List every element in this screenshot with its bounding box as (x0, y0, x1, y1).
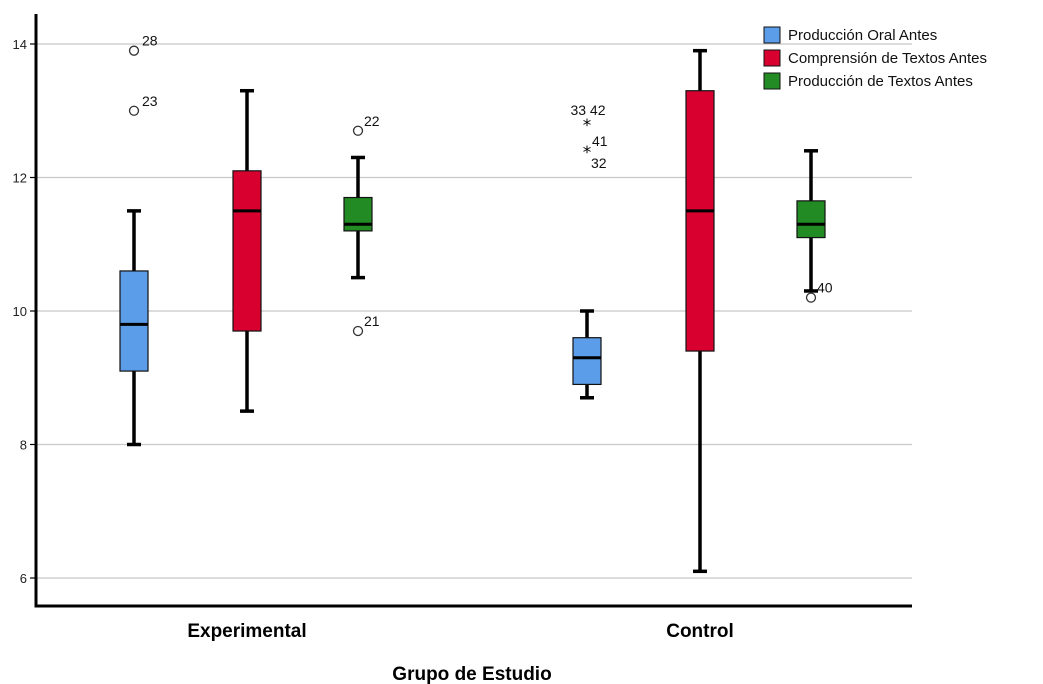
legend-swatch (763, 72, 781, 90)
outlier-label: 32 (591, 155, 607, 171)
outlier-label: 28 (142, 33, 158, 49)
legend-label: Producción Oral Antes (788, 27, 937, 44)
iqr-box (119, 270, 149, 372)
x-category-label: Experimental (187, 621, 306, 642)
y-tick-label: 6 (20, 571, 27, 586)
outlier-label: 22 (364, 113, 380, 129)
legend-label: Producción de Textos Antes (788, 73, 973, 90)
outlier-marker (352, 325, 364, 337)
outlier-label: 41 (592, 133, 608, 149)
iqr-box (232, 170, 262, 332)
legend-swatch (763, 26, 781, 44)
box-producci-n-de-textos-antes-experimental: 22 21 (343, 113, 380, 337)
x-category-label: Control (666, 621, 734, 642)
iqr-box (572, 337, 602, 386)
box-producci-n-oral-antes-experimental: 28 23 (119, 33, 158, 447)
outlier-marker (805, 292, 817, 303)
y-tick-label: 10 (13, 304, 27, 319)
legend-swatch (763, 49, 781, 67)
outlier-label: 40 (817, 280, 833, 296)
outlier-extreme-marker: * (583, 143, 592, 163)
outlier-label: 33 42 (570, 102, 605, 118)
box-producci-n-de-textos-antes-control: 40 (796, 149, 833, 303)
outlier-marker (128, 45, 140, 56)
iqr-box (796, 200, 826, 239)
outlier-extreme-marker: * (583, 116, 592, 136)
y-tick-label: 12 (13, 171, 27, 186)
outlier-label: 23 (142, 93, 158, 109)
legend-label: Comprensión de Textos Antes (788, 50, 987, 67)
box-comprensi-n-de-textos-antes-control (685, 48, 715, 574)
x-axis-title: Grupo de Estudio (392, 664, 551, 684)
y-tick-label: 14 (13, 37, 27, 52)
axes: 6 8 10 12 14 Experimental Control (13, 14, 912, 642)
outlier-marker (128, 105, 140, 116)
outlier-label: 21 (364, 313, 380, 329)
box-comprensi-n-de-textos-antes-experimental (232, 88, 262, 413)
iqr-box (343, 196, 373, 232)
outlier-marker (352, 125, 364, 136)
legend: Producción Oral Antes Comprensión de Text… (763, 26, 987, 90)
iqr-box (685, 90, 715, 352)
y-tick-label: 8 (20, 438, 27, 453)
grid-lines (36, 43, 912, 579)
